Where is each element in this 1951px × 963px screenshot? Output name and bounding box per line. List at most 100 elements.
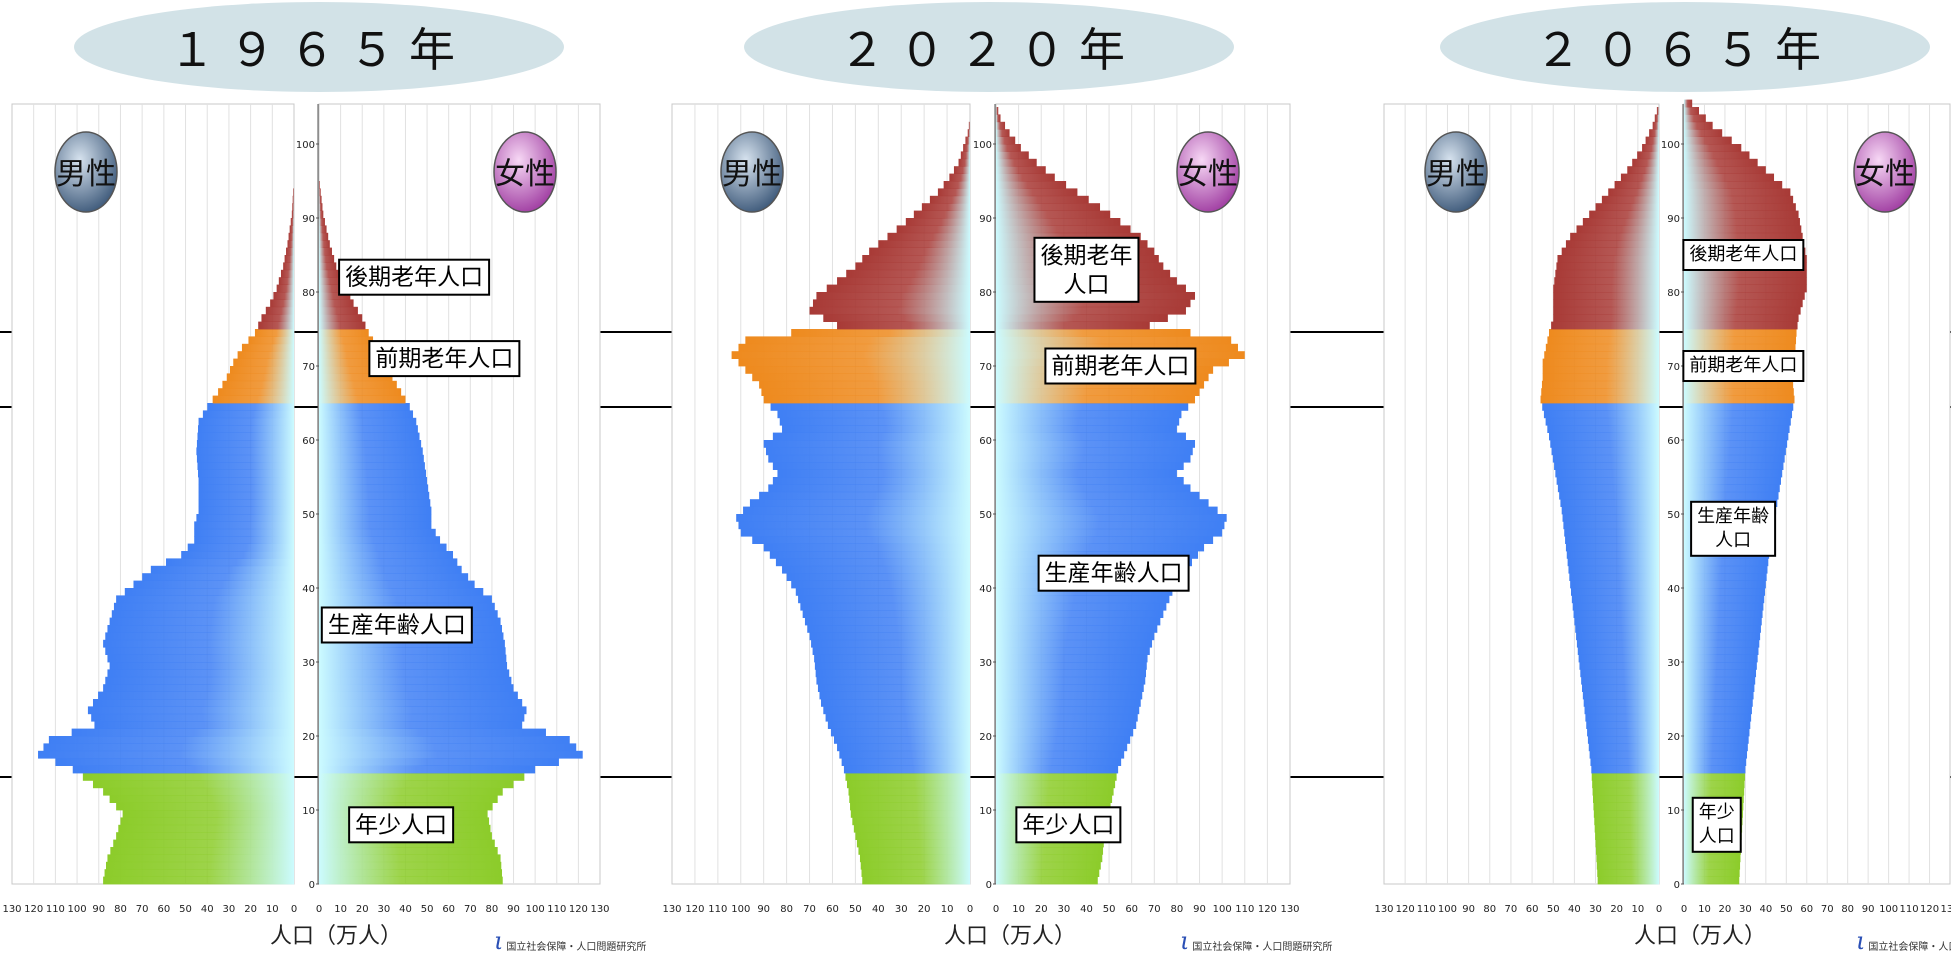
male-bar — [1554, 462, 1659, 470]
female-bar — [996, 869, 1100, 877]
female-bar — [1684, 491, 1779, 500]
male-bar — [1637, 151, 1659, 160]
female-bar — [1684, 787, 1745, 796]
age-tick-label: 40 — [979, 584, 992, 595]
x-tick-label: 100 — [1879, 904, 1898, 915]
male-bar — [1595, 203, 1659, 211]
female-bar — [996, 676, 1146, 685]
female-bar — [1684, 602, 1764, 611]
group-label-box: 年少人口 — [1691, 796, 1742, 853]
female-bar — [1684, 195, 1794, 204]
x-axis-label: 人口（万人） — [1634, 924, 1767, 949]
female-bar — [996, 395, 1196, 404]
female-bar — [319, 551, 454, 559]
male-bar — [1547, 336, 1659, 345]
female-bar — [1684, 232, 1803, 241]
female-bar — [1684, 669, 1757, 678]
group-label-text: 年少人口 — [1022, 812, 1114, 838]
male-bar — [846, 269, 970, 278]
male-bar — [765, 447, 970, 456]
female-bar — [319, 240, 330, 248]
female-bar — [996, 329, 1191, 337]
male-bar — [763, 543, 970, 552]
male-bar — [290, 218, 294, 226]
female-bar — [1684, 107, 1700, 115]
male-bar — [812, 647, 970, 655]
group-label-box: 後期老年人口 — [338, 258, 491, 296]
x-tick-label: 90 — [1193, 904, 1206, 915]
pyramid-panel-2065: ２０６５年 0 10 20 30 40 50 60 70 80 90 100 0 0 10 10 20 20 30… — [1370, 0, 1951, 963]
x-tick-label: 90 — [1462, 904, 1475, 915]
population-axis: 0 0 10 10 20 20 30 30 40 40 50 50 60 60 70 70 80 80 90 90 10… — [662, 904, 1299, 915]
male-bar — [786, 573, 970, 581]
male-bar — [1601, 195, 1659, 204]
x-tick-label: 130 — [1280, 904, 1299, 915]
male-bar — [1614, 181, 1659, 189]
male-bar — [276, 284, 294, 293]
male-bar — [91, 713, 294, 722]
male-bar — [812, 299, 970, 308]
age-axis: 0 10 20 30 40 50 60 70 80 90 100 — [973, 104, 996, 891]
male-bar — [1592, 780, 1659, 789]
group-label-text: 人口 — [1063, 272, 1109, 298]
male-bar — [823, 706, 970, 715]
x-tick-label: 20 — [244, 904, 257, 915]
group-label-box: 後期老年人口 — [1033, 236, 1140, 303]
male-bar — [1561, 506, 1659, 515]
male-bar — [82, 773, 294, 781]
female-bar — [319, 528, 436, 537]
chart-title: ２０６５年 — [1440, 2, 1930, 92]
group-label-text: 年少 — [1699, 802, 1735, 823]
male-bar — [118, 824, 295, 833]
age-tick-label: 30 — [302, 658, 315, 669]
male-bar — [1591, 765, 1659, 774]
female-bar — [996, 144, 1021, 152]
male-bar — [852, 817, 970, 826]
x-tick-label: 100 — [526, 904, 545, 915]
female-bar — [996, 380, 1205, 389]
male-bar — [770, 403, 970, 411]
age-tick-label: 20 — [302, 732, 315, 743]
male-bar — [752, 536, 970, 544]
female-bar — [1684, 269, 1807, 278]
age-tick-label: 0 — [1674, 880, 1680, 891]
female-bar — [996, 491, 1200, 500]
female-bar — [996, 839, 1104, 848]
x-tick-label: 120 — [685, 904, 704, 915]
male-bar — [814, 654, 970, 663]
male-bar — [839, 750, 970, 759]
female-bar — [996, 158, 1037, 167]
female-bar — [996, 639, 1153, 648]
male-bar — [109, 662, 294, 670]
female-bar — [1684, 425, 1790, 433]
male-bar — [837, 743, 970, 752]
x-tick-label: 60 — [157, 904, 170, 915]
male-bar — [731, 351, 970, 359]
male-bar — [113, 839, 294, 848]
male-bar — [254, 329, 294, 337]
male-bar — [1595, 839, 1659, 848]
female-bar — [319, 358, 384, 367]
female-bar — [319, 306, 358, 315]
female-bar — [319, 728, 546, 737]
male-bar — [280, 269, 294, 278]
age-axis: 0 10 20 30 40 50 60 70 80 90 100 — [296, 104, 319, 891]
male-bar — [198, 417, 294, 426]
female-bar — [1684, 121, 1713, 130]
female-bar — [996, 706, 1140, 715]
age-tick-label: 70 — [979, 362, 992, 373]
female-bar — [996, 306, 1186, 315]
male-bar — [1560, 499, 1659, 507]
male-bar — [738, 358, 970, 367]
male-bar — [1596, 854, 1659, 863]
female-bar — [319, 292, 351, 300]
male-bar — [1590, 758, 1659, 766]
x-tick-label: 110 — [547, 904, 566, 915]
female-bar — [1684, 684, 1755, 692]
female-bar — [1684, 432, 1789, 441]
female-bar — [319, 647, 506, 655]
male-bar — [862, 876, 970, 885]
group-label-text: 人口 — [1699, 826, 1735, 847]
male-bar — [929, 195, 970, 204]
x-tick-label: 40 — [1080, 904, 1093, 915]
